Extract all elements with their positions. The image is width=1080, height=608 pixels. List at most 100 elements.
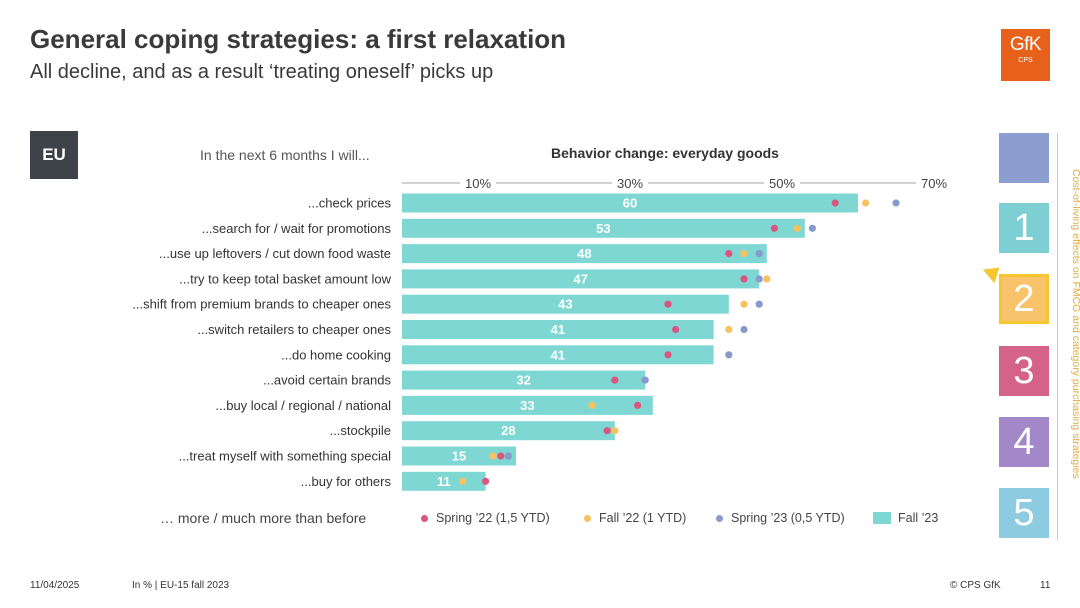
bar	[402, 193, 858, 213]
legend-label-spring23: Spring ’23 (0,5 YTD)	[731, 511, 845, 525]
category-label: ...try to keep total basket amount low	[179, 271, 391, 286]
side-divider	[1057, 133, 1058, 540]
logo-text: GfK	[1009, 34, 1042, 55]
axis-tick-label: 50%	[769, 176, 795, 191]
data-point	[664, 300, 672, 308]
footer-copyright: © CPS GfK	[950, 580, 1001, 591]
bar	[402, 471, 486, 491]
data-point	[808, 224, 817, 232]
bar-value-label: 48	[577, 246, 591, 261]
bar	[402, 320, 714, 339]
bar-value-label: 15	[452, 449, 466, 464]
legend-dot-spring23	[716, 514, 723, 522]
legend-swatch-fall23	[873, 512, 891, 524]
footer-page-number: 11	[1040, 580, 1051, 591]
bar-value-label: 60	[623, 196, 637, 211]
nav-tile-4[interactable]: 4	[999, 417, 1049, 467]
footer-date: 11/04/2025	[30, 580, 80, 591]
data-point	[611, 376, 619, 384]
gfk-logo: GfK CPS	[1001, 29, 1050, 81]
data-point	[634, 401, 642, 409]
bar-value-label: 41	[551, 347, 565, 362]
legend-spring23: Spring ’23 (0,5 YTD)	[716, 511, 845, 525]
bar-value-label: 47	[573, 271, 587, 286]
footer-note: In % | EU-15 fall 2023	[132, 580, 230, 591]
category-label: ...check prices	[308, 196, 392, 211]
bar-value-label: 33	[520, 398, 534, 413]
bar	[402, 421, 615, 441]
data-point	[740, 300, 748, 308]
data-point	[892, 199, 900, 207]
side-vertical-text: Cost-of-living effects on FMCG and categ…	[1070, 169, 1080, 479]
category-label: ...stockpile	[330, 423, 391, 438]
bar-value-label: 28	[501, 423, 515, 438]
category-label: ...use up leftovers / cut down food wast…	[159, 246, 391, 261]
axis-tick-label: 10%	[465, 176, 491, 191]
data-point	[725, 351, 733, 359]
data-point	[725, 250, 733, 258]
data-point	[755, 300, 763, 308]
data-point	[740, 275, 748, 283]
bar-value-label: 11	[437, 474, 451, 489]
bar	[402, 370, 646, 390]
bar-value-label: 41	[551, 322, 565, 337]
data-point	[588, 401, 596, 409]
data-point	[504, 452, 512, 460]
data-point	[755, 250, 763, 258]
bar	[402, 244, 767, 264]
data-point	[763, 275, 771, 283]
bar-value-label: 32	[516, 373, 530, 388]
data-point	[755, 275, 763, 283]
region-badge: EU	[30, 131, 78, 179]
bar-value-label: 53	[596, 221, 610, 236]
nav-tile-2[interactable]: 2	[999, 274, 1049, 324]
bar	[402, 395, 653, 415]
bar	[402, 269, 760, 289]
nav-tile-1[interactable]: 1	[999, 203, 1049, 253]
data-point	[672, 325, 680, 334]
legend-fall23: Fall ’23	[873, 511, 938, 525]
data-point	[770, 224, 779, 232]
question-text: In the next 6 months I will...	[200, 147, 370, 163]
data-point	[664, 351, 672, 359]
data-point	[725, 325, 733, 334]
bar-value-label: 43	[558, 297, 572, 312]
data-point	[497, 452, 505, 460]
category-label: ...treat myself with something special	[179, 449, 392, 464]
nav-tile-5[interactable]: 5	[999, 488, 1049, 538]
data-point	[740, 325, 748, 334]
bar-chart: 10% 30% 50% 70% ...check prices 60 ...search f…	[132, 176, 947, 491]
axis-tick-label: 70%	[921, 176, 947, 191]
nav-tile-overview[interactable]	[999, 133, 1049, 183]
data-point	[611, 427, 619, 435]
axis-tick-label: 30%	[617, 176, 643, 191]
bar	[402, 345, 714, 365]
category-label: ...do home cooking	[281, 347, 391, 362]
legend-label-fall22: Fall ’22 (1 YTD)	[599, 511, 687, 525]
nav-tile-3[interactable]: 3	[999, 346, 1049, 396]
logo-sub: CPS	[1018, 57, 1033, 64]
legend-label-spring22: Spring ’22 (1,5 YTD)	[436, 511, 550, 525]
data-point	[489, 452, 497, 460]
data-point	[641, 376, 649, 384]
category-label: ...avoid certain brands	[263, 373, 391, 388]
data-point	[740, 250, 748, 258]
category-label: ...shift from premium brands to cheaper …	[132, 297, 391, 312]
chart-title: Behavior change: everyday goods	[551, 145, 779, 161]
category-label: ...search for / wait for promotions	[202, 221, 392, 236]
category-label: ...switch retailers to cheaper ones	[197, 322, 391, 337]
legend-label-fall23: Fall ’23	[898, 511, 939, 525]
data-point	[793, 224, 801, 232]
legend-dot-fall22	[584, 514, 591, 522]
legend-spring22: Spring ’22 (1,5 YTD)	[421, 511, 550, 525]
data-point	[482, 477, 490, 485]
page-title: General coping strategies: a first relax…	[30, 24, 567, 54]
data-point	[603, 427, 611, 435]
bar	[402, 446, 516, 466]
footnote-more: … more / much more than before	[160, 510, 367, 526]
bar	[402, 294, 729, 314]
category-label: ...buy local / regional / national	[215, 398, 391, 413]
legend-dot-spring22	[421, 514, 428, 522]
data-point	[862, 199, 870, 207]
data-point	[459, 477, 467, 485]
